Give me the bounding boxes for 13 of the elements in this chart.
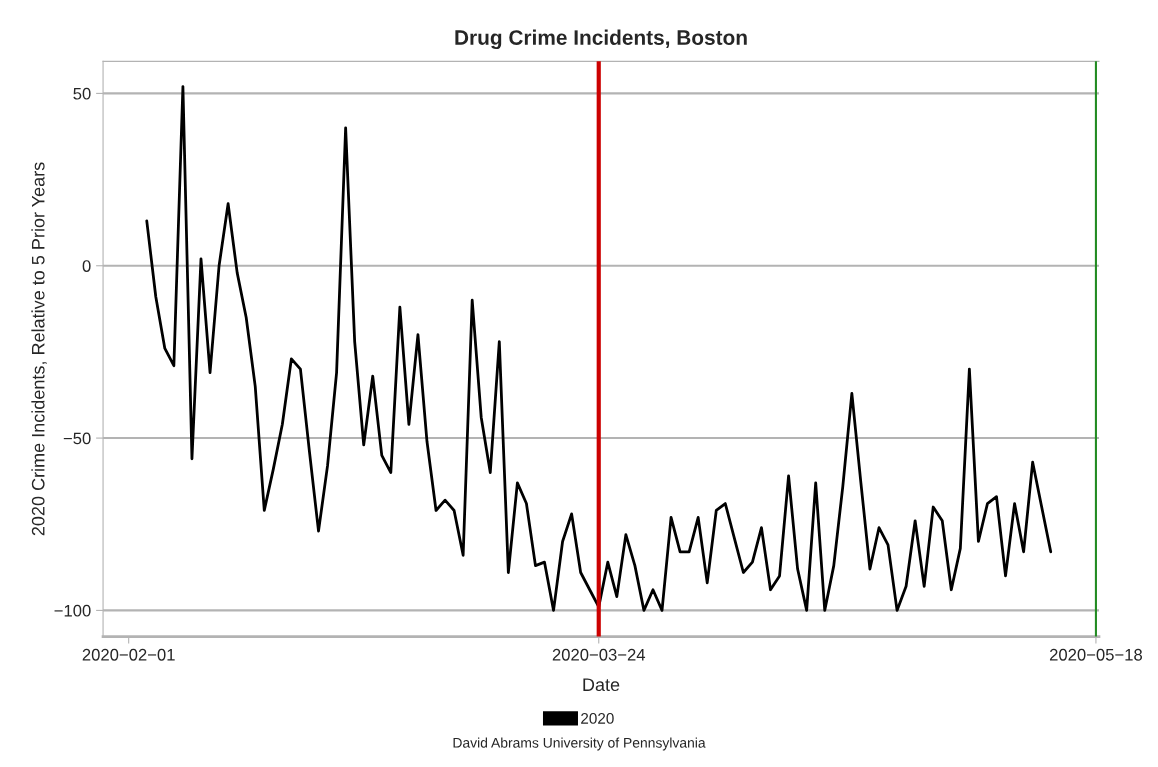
x-axis-title: Date [583,678,620,692]
legend-label: 2020 [581,713,614,724]
y-tick-label: 0 [82,260,91,272]
text: David Abrams University of Pennsylvania [453,737,706,751]
x-tick-label: 2020−05−18 [1049,648,1143,661]
y-tick-label: −50 [63,432,91,445]
y-axis-title: 2020 Crime Incidents, Relative to 5 Prior Years [31,162,47,536]
line-series [145,85,1053,612]
chart-title: Drug Crime Incidents, Boston [455,29,747,50]
x-tick-label: 2020−03−24 [552,648,646,661]
y-tick-label: 50 [73,87,91,100]
x-tick-label: 2020−02−01 [82,648,175,661]
y-tick-label: −100 [54,604,91,617]
